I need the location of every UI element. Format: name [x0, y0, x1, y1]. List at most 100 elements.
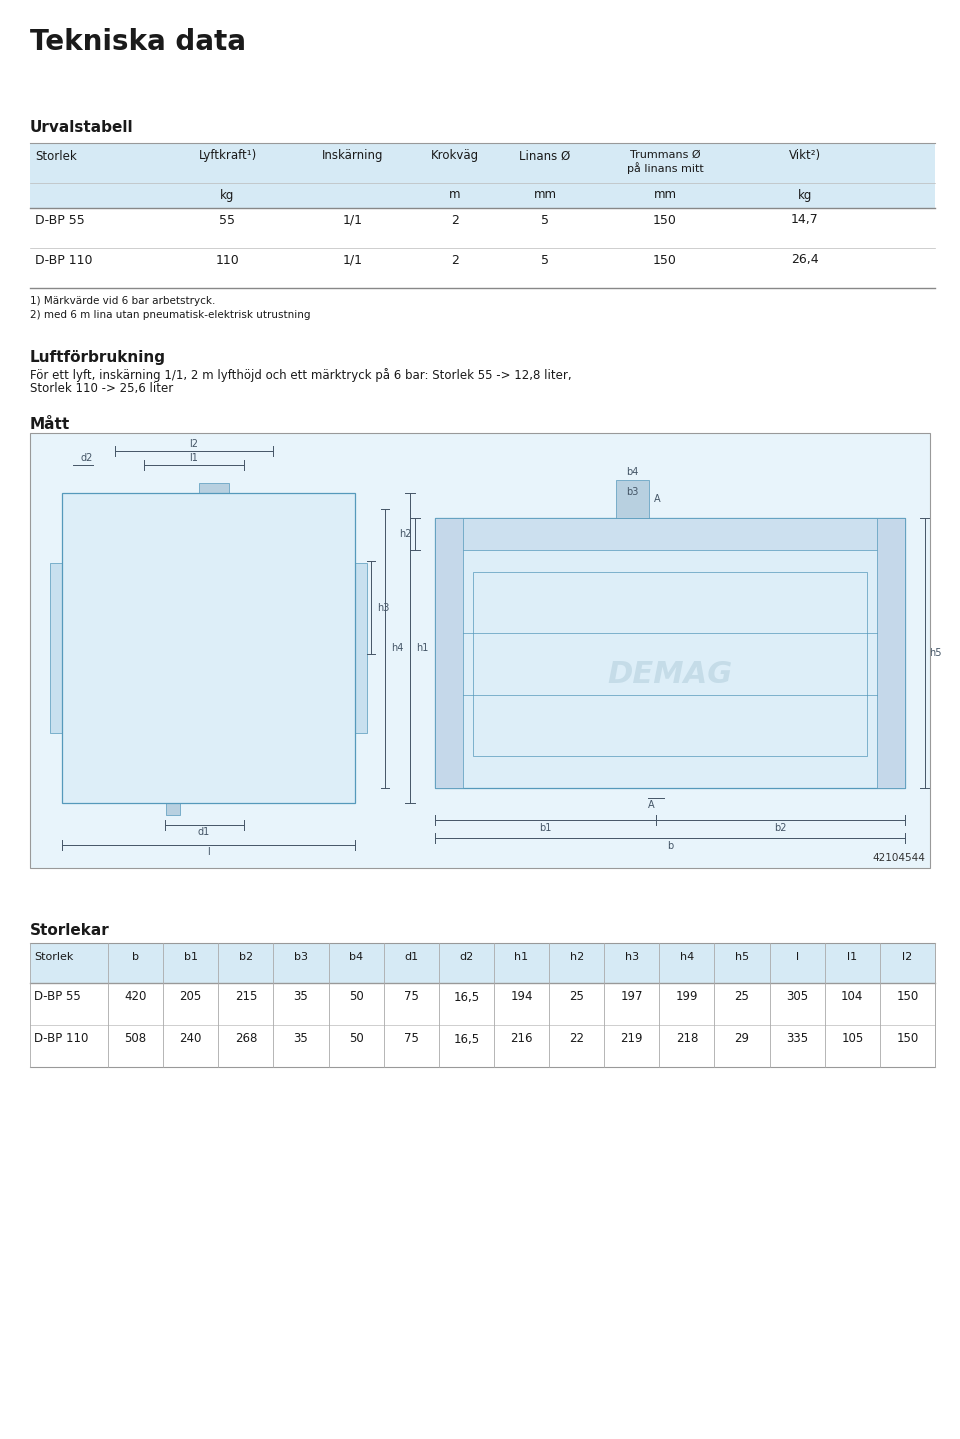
Text: 199: 199 [676, 990, 698, 1003]
Bar [876, 518, 905, 789]
Text: l: l [207, 848, 210, 858]
Text: b2: b2 [774, 823, 786, 833]
Text: m: m [449, 189, 461, 201]
Circle shape [248, 610, 252, 614]
Text: D-BP 110: D-BP 110 [34, 1033, 88, 1046]
Circle shape [97, 686, 113, 702]
Text: 240: 240 [180, 1033, 202, 1046]
Bar [30, 1025, 935, 1066]
Text: D-BP 55: D-BP 55 [34, 990, 81, 1003]
Text: 205: 205 [180, 990, 202, 1003]
Text: b1: b1 [540, 823, 552, 833]
Text: h4: h4 [391, 643, 403, 653]
Text: h5: h5 [735, 953, 749, 963]
Bar [30, 943, 935, 983]
Text: 216: 216 [511, 1033, 533, 1046]
Text: Urvalstabell: Urvalstabell [30, 119, 133, 135]
Text: h2: h2 [399, 530, 412, 540]
Text: 105: 105 [841, 1033, 863, 1046]
Text: 2: 2 [451, 253, 459, 266]
Bar [473, 571, 867, 755]
Bar [435, 518, 905, 789]
Text: 219: 219 [620, 1033, 643, 1046]
Text: 218: 218 [676, 1033, 698, 1046]
Text: h4: h4 [680, 953, 694, 963]
Text: D-BP 55: D-BP 55 [35, 213, 84, 226]
Text: Storlekar: Storlekar [30, 922, 109, 938]
Bar [62, 494, 355, 803]
Bar [30, 983, 935, 1025]
Text: 75: 75 [404, 1033, 419, 1046]
Text: 75: 75 [404, 990, 419, 1003]
Bar [50, 563, 62, 734]
Text: 194: 194 [511, 990, 533, 1003]
Text: b: b [132, 953, 139, 963]
Text: b1: b1 [183, 953, 198, 963]
Text: 16,5: 16,5 [453, 1033, 479, 1046]
Text: 5: 5 [541, 253, 549, 266]
Circle shape [150, 583, 279, 712]
Circle shape [248, 681, 252, 686]
Text: h5: h5 [929, 648, 942, 658]
Text: 25: 25 [569, 990, 584, 1003]
Text: l: l [796, 953, 799, 963]
Text: Storlek 110 -> 25,6 liter: Storlek 110 -> 25,6 liter [30, 381, 173, 394]
Text: b3: b3 [626, 486, 638, 496]
Text: 420: 420 [125, 990, 147, 1003]
Text: b: b [667, 840, 673, 850]
Text: 508: 508 [125, 1033, 147, 1046]
Text: 215: 215 [234, 990, 257, 1003]
Text: h2: h2 [569, 953, 584, 963]
Text: Vikt²): Vikt²) [789, 150, 821, 163]
Bar [616, 481, 649, 518]
Text: mm: mm [534, 189, 557, 201]
Text: h1: h1 [515, 953, 529, 963]
Bar [30, 248, 935, 288]
Circle shape [212, 696, 217, 701]
Text: 150: 150 [653, 253, 677, 266]
Text: b4: b4 [349, 953, 363, 963]
Bar [355, 563, 367, 734]
Text: Trummans Ø: Trummans Ø [630, 150, 700, 160]
Bar [435, 518, 463, 789]
Text: kg: kg [798, 189, 812, 201]
Bar [30, 209, 935, 248]
Text: d1: d1 [404, 953, 419, 963]
Circle shape [262, 646, 268, 650]
Text: mm: mm [654, 189, 677, 201]
Text: 110: 110 [216, 253, 239, 266]
Bar [30, 433, 930, 868]
Text: Linans Ø: Linans Ø [519, 150, 570, 163]
Text: DEMAG: DEMAG [608, 661, 732, 689]
Text: 150: 150 [897, 990, 919, 1003]
Text: Lyftkraft¹): Lyftkraft¹) [199, 150, 256, 163]
Text: 1/1: 1/1 [343, 213, 363, 226]
Bar [200, 484, 229, 496]
Circle shape [97, 593, 113, 610]
Text: 14,7: 14,7 [791, 213, 819, 226]
Text: 16,5: 16,5 [453, 990, 479, 1003]
Text: 150: 150 [653, 213, 677, 226]
Text: Storlek: Storlek [35, 150, 77, 163]
Text: 35: 35 [294, 1033, 308, 1046]
Text: Storlek: Storlek [34, 953, 73, 963]
Text: 5: 5 [541, 213, 549, 226]
Text: b4: b4 [626, 468, 638, 478]
Text: 50: 50 [348, 1033, 364, 1046]
Circle shape [176, 610, 181, 614]
Bar [166, 794, 180, 814]
Text: Inskärning: Inskärning [322, 150, 383, 163]
Circle shape [176, 681, 181, 686]
Text: 50: 50 [348, 990, 364, 1003]
Text: h3: h3 [377, 603, 390, 613]
Bar [459, 518, 881, 550]
Text: För ett lyft, inskärning 1/1, 2 m lyfthöjd och ett märktryck på 6 bar: Storlek 5: För ett lyft, inskärning 1/1, 2 m lyfthö… [30, 368, 571, 381]
Text: l2: l2 [902, 953, 913, 963]
Bar [30, 142, 935, 209]
Text: h3: h3 [625, 953, 638, 963]
Text: h1: h1 [416, 643, 428, 653]
Text: 305: 305 [786, 990, 808, 1003]
Text: d2: d2 [81, 453, 93, 463]
Text: 1) Märkvärde vid 6 bar arbetstryck.: 1) Märkvärde vid 6 bar arbetstryck. [30, 296, 215, 307]
Text: 26,4: 26,4 [791, 253, 819, 266]
